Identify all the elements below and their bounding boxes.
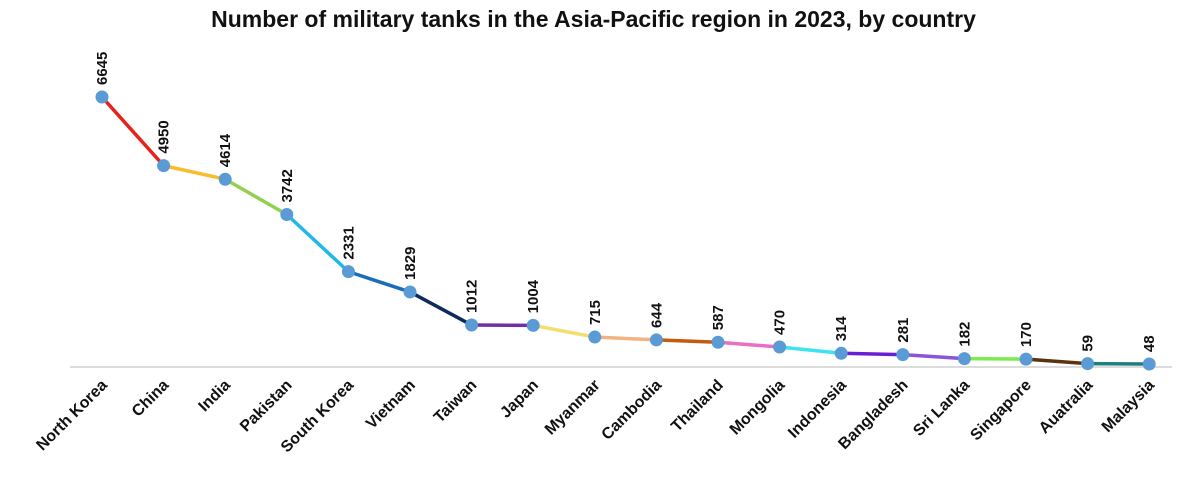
category-label: Mongolia — [727, 377, 789, 439]
data-label: 470 — [772, 310, 789, 335]
category-label: Taiwan — [431, 377, 481, 427]
data-label: 6645 — [94, 52, 111, 85]
data-point — [341, 265, 355, 279]
data-label: 59 — [1080, 335, 1097, 352]
category-label: Cambodia — [599, 377, 666, 444]
category-label: Malaysia — [1099, 377, 1158, 436]
data-label: 48 — [1141, 335, 1158, 352]
line-segment — [223, 177, 289, 217]
data-label: 3742 — [279, 169, 296, 202]
data-point — [834, 346, 848, 360]
data-labels: 6645 4950 4614 3742 2331 1829 1012 1004 715 644 58… — [94, 52, 1158, 352]
data-point — [588, 330, 602, 344]
data-point — [465, 318, 479, 332]
data-label: 1012 — [464, 280, 481, 313]
category-label: Singapore — [967, 377, 1034, 444]
line-segment — [777, 345, 843, 356]
line-segment — [100, 95, 166, 168]
category-label: Auatralia — [1036, 377, 1097, 438]
category-label: Pakistan — [237, 377, 296, 436]
data-point — [218, 172, 232, 186]
data-point — [403, 285, 417, 299]
data-label: 1829 — [402, 247, 419, 280]
line-segment — [593, 335, 659, 342]
data-point — [1142, 357, 1156, 371]
data-point — [773, 340, 787, 354]
line-segment — [346, 269, 412, 294]
data-point — [280, 208, 294, 222]
data-point — [711, 335, 725, 349]
data-label: 715 — [587, 300, 604, 325]
line-segment — [408, 290, 474, 327]
data-point — [1019, 352, 1033, 366]
category-label: India — [196, 377, 234, 415]
data-point — [95, 90, 109, 104]
line-segments — [100, 95, 1151, 366]
data-point — [896, 348, 910, 362]
data-label: 170 — [1018, 322, 1035, 347]
data-label: 314 — [833, 316, 850, 342]
data-label: 587 — [710, 305, 727, 330]
category-label: Sri Lanka — [910, 377, 973, 440]
line-segment — [716, 340, 782, 349]
data-point — [649, 333, 663, 347]
line-segment — [654, 338, 720, 344]
data-label: 644 — [648, 302, 665, 328]
data-point — [1081, 357, 1095, 371]
data-point — [157, 159, 171, 173]
category-label: Myanmar — [542, 377, 604, 439]
data-label: 4614 — [217, 133, 234, 167]
line-segment — [285, 212, 351, 274]
line-segment — [901, 352, 967, 361]
data-point — [526, 318, 540, 332]
chart-title: Number of military tanks in the Asia-Pac… — [211, 6, 976, 32]
data-label: 4950 — [156, 120, 173, 153]
category-label: Thailand — [668, 377, 727, 436]
category-label: North Korea — [33, 377, 110, 454]
data-label: 1004 — [525, 279, 542, 313]
category-label: Japan — [497, 377, 542, 422]
line-segment — [839, 351, 905, 357]
data-markers — [95, 90, 1156, 371]
data-point — [957, 352, 971, 366]
data-label: 182 — [956, 322, 973, 347]
line-segment — [161, 163, 227, 181]
data-label: 281 — [895, 318, 912, 343]
category-label: Vietnam — [363, 377, 419, 433]
category-label: Indonesia — [785, 377, 850, 442]
data-label: 2331 — [340, 226, 357, 259]
line-segment — [531, 323, 597, 339]
category-label: China — [129, 377, 173, 421]
line-segment — [1024, 357, 1090, 366]
